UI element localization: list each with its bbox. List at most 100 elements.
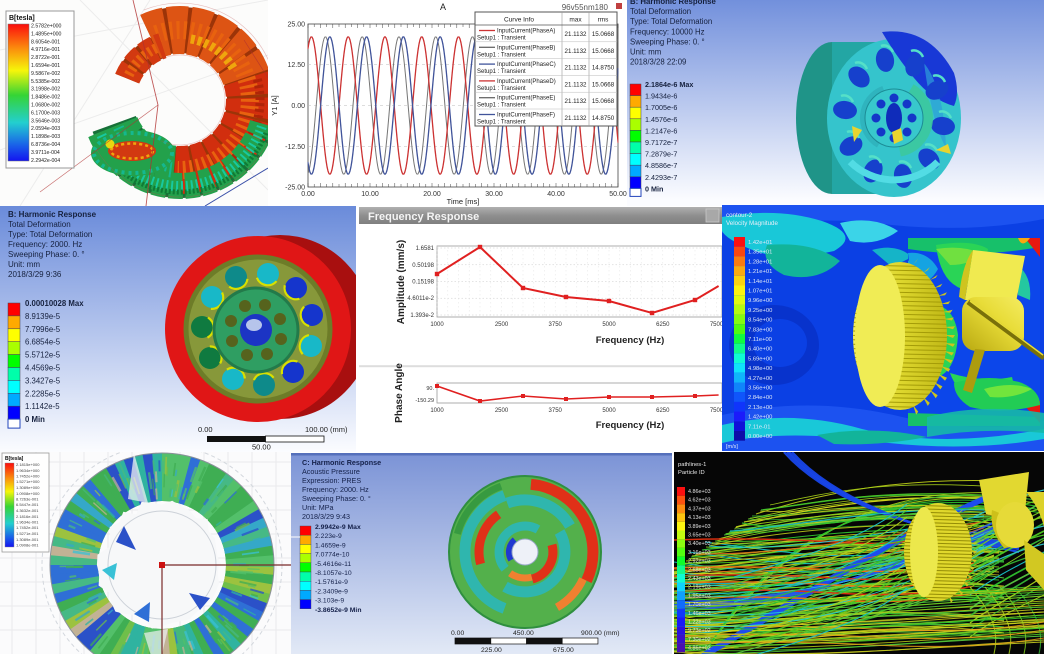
- svg-text:2.9942e-9 Max: 2.9942e-9 Max: [315, 524, 361, 531]
- svg-text:2.92e+03: 2.92e+03: [688, 559, 711, 565]
- svg-text:1000: 1000: [430, 408, 444, 414]
- svg-text:2.4293e-7: 2.4293e-7: [645, 173, 677, 182]
- svg-text:4.13e+03: 4.13e+03: [688, 515, 711, 521]
- svg-text:15.0668: 15.0668: [592, 48, 615, 55]
- svg-text:Setup1 : Transient: Setup1 : Transient: [477, 69, 526, 75]
- svg-text:2.1864e-6 Max: 2.1864e-6 Max: [645, 80, 693, 89]
- svg-text:[m/s]: [m/s]: [726, 444, 738, 450]
- svg-text:6250: 6250: [656, 322, 670, 328]
- svg-text:contour-2: contour-2: [726, 212, 753, 219]
- svg-text:1.21e+01: 1.21e+01: [748, 269, 772, 275]
- svg-text:14.8750: 14.8750: [592, 65, 615, 72]
- svg-text:3.65e+03: 3.65e+03: [688, 533, 711, 539]
- svg-text:Time [ms]: Time [ms]: [447, 197, 480, 206]
- svg-text:0.00e+00: 0.00e+00: [748, 434, 772, 440]
- svg-text:Particle ID: Particle ID: [678, 470, 705, 476]
- svg-text:4.86e+03: 4.86e+03: [688, 489, 711, 495]
- svg-text:8.9139e-5: 8.9139e-5: [25, 312, 61, 321]
- svg-text:3.1998e-002: 3.1998e-002: [31, 87, 60, 93]
- svg-text:4.6011e-2: 4.6011e-2: [407, 296, 434, 302]
- svg-text:2.1816e-001: 2.1816e-001: [16, 514, 39, 519]
- svg-text:20.00: 20.00: [423, 191, 441, 198]
- svg-text:7.11e+00: 7.11e+00: [748, 337, 772, 343]
- svg-text:50.00: 50.00: [609, 191, 627, 198]
- svg-text:6.40e+00: 6.40e+00: [748, 347, 772, 353]
- svg-text:-150.29: -150.29: [415, 398, 434, 404]
- svg-text:9.25e+00: 9.25e+00: [748, 308, 772, 314]
- svg-text:9.5867e-002: 9.5867e-002: [31, 71, 60, 77]
- svg-text:2.8722e-001: 2.8722e-001: [31, 55, 60, 61]
- svg-text:21.1132: 21.1132: [565, 81, 587, 88]
- svg-text:4.37e+03: 4.37e+03: [688, 506, 711, 512]
- svg-text:2.1815e+000: 2.1815e+000: [16, 462, 40, 467]
- svg-text:100.00 (mm): 100.00 (mm): [305, 425, 348, 434]
- svg-text:1.07e+01: 1.07e+01: [748, 289, 772, 295]
- svg-text:225.00: 225.00: [481, 647, 502, 654]
- svg-text:8.7263e-001: 8.7263e-001: [16, 497, 39, 502]
- svg-text:B[tesla]: B[tesla]: [9, 15, 35, 22]
- svg-text:7.11e-01: 7.11e-01: [748, 424, 770, 430]
- svg-text:1000: 1000: [430, 322, 444, 328]
- svg-text:Frequency: 2000. Hz: Frequency: 2000. Hz: [302, 485, 369, 494]
- svg-text:1.9434e-6: 1.9434e-6: [645, 92, 677, 101]
- svg-text:6.1700e-003: 6.1700e-003: [31, 110, 60, 116]
- svg-text:2.0594e-003: 2.0594e-003: [31, 126, 60, 132]
- svg-text:2.68e+03: 2.68e+03: [688, 567, 711, 573]
- svg-text:1.6594e-001: 1.6594e-001: [31, 63, 60, 69]
- svg-text:2018/3/29 9:36: 2018/3/29 9:36: [8, 270, 62, 279]
- svg-text:7.2879e-7: 7.2879e-7: [645, 150, 677, 159]
- svg-text:7500: 7500: [710, 408, 722, 414]
- svg-text:4.62e+03: 4.62e+03: [688, 498, 711, 504]
- svg-text:4.3632e-001: 4.3632e-001: [16, 508, 39, 513]
- svg-text:0.00010028 Max: 0.00010028 Max: [25, 299, 84, 308]
- svg-text:Setup1 : Transient: Setup1 : Transient: [477, 36, 526, 42]
- svg-text:0.15198: 0.15198: [412, 280, 434, 286]
- svg-text:7.7996e-5: 7.7996e-5: [25, 325, 61, 334]
- svg-text:-3.103e-9: -3.103e-9: [315, 598, 344, 605]
- svg-text:15.0668: 15.0668: [592, 98, 615, 105]
- svg-text:C: Harmonic Response: C: Harmonic Response: [302, 458, 381, 467]
- svg-text:5000: 5000: [602, 408, 616, 414]
- svg-text:Frequency (Hz): Frequency (Hz): [596, 420, 665, 431]
- svg-text:Sweeping Phase: 0. °: Sweeping Phase: 0. °: [630, 37, 705, 46]
- svg-text:8.6054e-001: 8.6054e-001: [31, 39, 60, 45]
- svg-text:4.9716e-001: 4.9716e-001: [31, 47, 60, 53]
- svg-text:10.00: 10.00: [361, 191, 379, 198]
- svg-text:1.0908e+000: 1.0908e+000: [16, 491, 40, 496]
- svg-text:900.00 (mm): 900.00 (mm): [581, 630, 620, 637]
- svg-text:3750: 3750: [549, 408, 563, 414]
- svg-text:1.1898e-003: 1.1898e-003: [31, 134, 60, 140]
- svg-text:Frequency: 2000. Hz: Frequency: 2000. Hz: [8, 240, 82, 249]
- svg-text:InputCurrent(PhaseC): InputCurrent(PhaseC): [497, 62, 556, 68]
- svg-text:Acoustic Pressure: Acoustic Pressure: [302, 467, 360, 476]
- svg-text:1.70e+03: 1.70e+03: [688, 602, 711, 608]
- svg-text:1.22e+03: 1.22e+03: [688, 620, 711, 626]
- svg-text:1.14e+01: 1.14e+01: [748, 279, 772, 285]
- svg-text:-5.4616e-11: -5.4616e-11: [315, 561, 351, 568]
- svg-text:max: max: [569, 17, 582, 24]
- svg-text:21.1132: 21.1132: [565, 65, 587, 72]
- svg-text:15.0668: 15.0668: [592, 81, 615, 88]
- svg-text:5.5712e-5: 5.5712e-5: [25, 351, 61, 360]
- svg-text:3.56e+00: 3.56e+00: [748, 386, 772, 392]
- svg-text:96v55nm180: 96v55nm180: [562, 3, 609, 12]
- svg-text:Y1 [A]: Y1 [A]: [270, 95, 279, 115]
- svg-text:Setup1 : Transient: Setup1 : Transient: [477, 86, 526, 92]
- svg-text:15.0668: 15.0668: [592, 31, 615, 38]
- svg-text:InputCurrent(PhaseB): InputCurrent(PhaseB): [497, 45, 555, 51]
- svg-text:2.2285e-5: 2.2285e-5: [25, 389, 61, 398]
- svg-text:21.1132: 21.1132: [565, 48, 587, 55]
- svg-text:1.42e+00: 1.42e+00: [748, 415, 772, 421]
- svg-text:8.54e+00: 8.54e+00: [748, 318, 772, 324]
- svg-text:3.40e+03: 3.40e+03: [688, 541, 711, 547]
- svg-text:1.28e+01: 1.28e+01: [748, 259, 772, 265]
- svg-text:Setup1 : Transient: Setup1 : Transient: [477, 52, 526, 58]
- svg-text:pathlines-1: pathlines-1: [678, 462, 706, 468]
- svg-text:B: Harmonic Response: B: Harmonic Response: [8, 210, 97, 219]
- svg-text:1.4659e-9: 1.4659e-9: [315, 542, 346, 549]
- svg-text:25.00: 25.00: [287, 22, 305, 29]
- svg-text:Setup1 : Transient: Setup1 : Transient: [477, 120, 526, 126]
- svg-text:1.0908e-001: 1.0908e-001: [16, 543, 39, 548]
- svg-text:1.7005e-6: 1.7005e-6: [645, 103, 677, 112]
- svg-text:3.16e+03: 3.16e+03: [688, 550, 711, 556]
